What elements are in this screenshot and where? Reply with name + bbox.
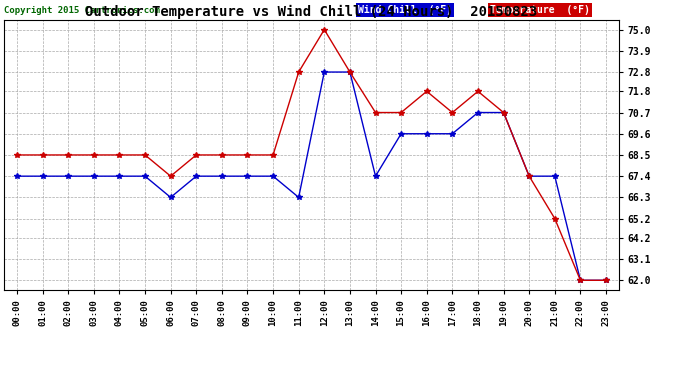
Text: Copyright 2015 Cartronics.com: Copyright 2015 Cartronics.com	[4, 6, 160, 15]
Text: Temperature  (°F): Temperature (°F)	[490, 4, 590, 15]
Title: Outdoor Temperature vs Wind Chill (24 Hours)  20150823: Outdoor Temperature vs Wind Chill (24 Ho…	[86, 4, 538, 19]
Text: Wind Chill  (°F): Wind Chill (°F)	[357, 4, 451, 15]
